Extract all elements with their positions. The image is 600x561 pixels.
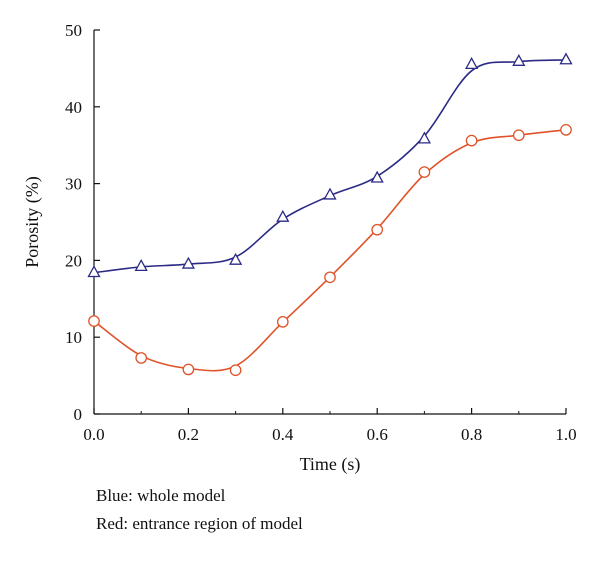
x-tick-label: 0.2 [178,425,199,444]
series-2-point [560,123,572,136]
x-axis-label: Time (s) [300,454,361,475]
legend-note-blue: Blue: whole model [96,486,226,505]
y-tick-label: 30 [65,175,82,194]
series-1-point [181,256,195,269]
axes: 0 10 20 30 40 50 0.0 0.2 0.4 0.6 0.8 1.0 [65,21,577,444]
legend-note-red: Red: entrance region of model [96,514,303,533]
series-1-point [465,57,479,70]
series-1-point [229,252,243,265]
series-1-point [323,187,337,200]
series-2-point [135,352,148,364]
series-2-point [88,315,100,327]
series-2-line [93,129,567,372]
series-2-point [512,129,525,142]
series-1-point [512,53,526,66]
x-tick-label: 0.0 [83,425,104,444]
x-tick-label: 0.8 [461,425,482,444]
x-tick-label: 0.6 [367,425,388,444]
y-tick-label: 0 [74,405,83,424]
series-2-point [418,166,431,178]
y-axis-label: Porosity (%) [22,176,43,268]
series-2-point [324,271,336,284]
series-2-point [465,134,478,147]
y-tick-label: 40 [65,98,82,117]
x-tick-label: 1.0 [555,425,576,444]
series-2-point [182,363,195,376]
porosity-chart: 0 10 20 30 40 50 0.0 0.2 0.4 0.6 0.8 1.0 Time (s) P… [22,21,577,475]
x-tick-label: 0.4 [272,425,294,444]
curves [93,59,567,372]
series-1-point [276,209,290,222]
series-1-point [87,265,101,278]
series-2-point [371,223,384,236]
markers [87,52,573,377]
series-1-line [93,59,567,274]
series-1-point [559,52,573,65]
series-1-point [134,258,148,271]
y-tick-label: 10 [65,328,82,347]
y-tick-label: 20 [65,251,82,270]
series-2-point [276,315,289,328]
series-2-point [229,364,242,377]
series-1-point [417,131,431,144]
y-tick-label: 50 [65,21,82,40]
series-1-point [370,170,384,183]
